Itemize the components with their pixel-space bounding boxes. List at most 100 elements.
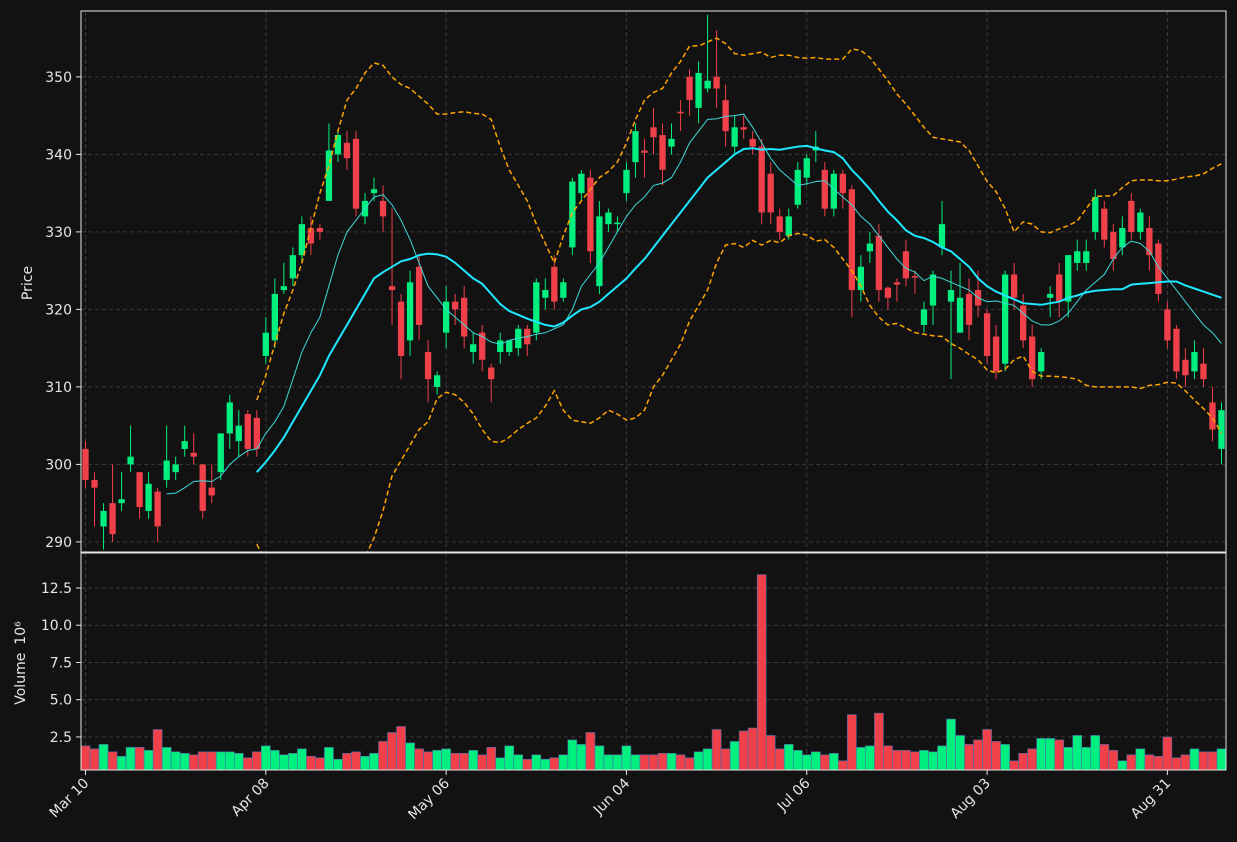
candle-body — [190, 452, 197, 457]
volume-bar — [351, 751, 361, 770]
volume-bar — [1180, 754, 1191, 770]
volume-bar — [738, 730, 749, 770]
volume-bar — [1036, 738, 1046, 770]
candle-body — [100, 510, 107, 527]
volume-bar — [829, 753, 839, 770]
candle-body — [1155, 243, 1162, 294]
volume-bar — [928, 751, 938, 770]
y-tick-label: 350 — [45, 70, 72, 86]
volume-bar — [116, 755, 127, 770]
volume-bar — [1018, 753, 1028, 770]
volume-bar — [459, 753, 469, 770]
candle-body — [461, 297, 468, 337]
candle-body — [1047, 293, 1054, 298]
volume-bar — [919, 750, 929, 770]
volume-bar — [910, 751, 920, 770]
candle-body — [902, 251, 910, 279]
volume-bar — [1072, 735, 1083, 770]
volume-bar — [98, 744, 109, 770]
volume-bar — [107, 751, 118, 770]
candle-body — [893, 282, 901, 285]
y-tick-label: 330 — [45, 225, 72, 241]
volume-bar — [315, 757, 325, 770]
volume-bar — [1216, 748, 1226, 770]
volume-bar — [89, 748, 100, 770]
candle-body — [542, 290, 549, 298]
volume-marks — [81, 574, 1226, 770]
candle-body — [388, 286, 396, 291]
volume-bar — [982, 729, 992, 770]
y-tick-label: 310 — [45, 380, 72, 396]
x-tick-label: Apr 08 — [228, 776, 272, 820]
candle-body — [983, 313, 991, 356]
candle-body — [424, 352, 432, 380]
candle-body — [1209, 402, 1216, 430]
candle-body — [370, 189, 378, 194]
y-tick-label: 340 — [45, 147, 72, 163]
candle-body — [686, 76, 693, 101]
price-panel — [81, 11, 1226, 552]
volume-bar — [450, 753, 460, 770]
candle-body — [821, 169, 828, 209]
candle-body — [830, 173, 837, 209]
candle-body — [271, 293, 278, 341]
volume-bar — [874, 712, 884, 770]
volume-bar — [756, 574, 767, 770]
volume-bar — [1144, 754, 1155, 770]
volume-bar — [405, 742, 415, 770]
volume-bar — [747, 727, 758, 770]
volume-bar — [414, 748, 424, 770]
volume-bar — [810, 751, 821, 770]
volume-bar — [251, 751, 262, 770]
candle-body — [560, 282, 567, 298]
candle-body — [794, 169, 801, 205]
volume-panel — [81, 553, 1226, 770]
overlay-line — [166, 113, 1222, 495]
volume-bar — [675, 754, 686, 770]
x-tick-label: Aug 31 — [1128, 776, 1174, 822]
volume-bar — [279, 754, 289, 770]
volume-bar — [729, 741, 740, 770]
volume-bar — [1108, 750, 1119, 770]
candle-body — [749, 138, 756, 147]
x-tick-label: Jun 04 — [590, 775, 633, 818]
volume-bar — [206, 751, 217, 770]
candle-body — [506, 340, 513, 353]
volume-bar — [1117, 760, 1128, 770]
volume-bar — [504, 745, 515, 770]
volume-bar — [702, 748, 713, 770]
volume-label: Volume — [13, 653, 29, 705]
candle-body — [848, 189, 856, 291]
candle-body — [1146, 228, 1153, 256]
volume-bar — [783, 744, 794, 770]
candle-body — [1218, 410, 1225, 449]
volume-bar — [603, 754, 614, 770]
candle-body — [614, 222, 621, 225]
candle-body — [235, 425, 242, 442]
volume-bar — [179, 753, 190, 770]
candle-body — [695, 73, 702, 108]
candle-body — [857, 266, 865, 291]
volume-scale: 10⁶ — [13, 621, 29, 645]
candle-body — [533, 282, 540, 333]
volume-bar — [342, 753, 352, 770]
volume-bar — [1207, 751, 1218, 770]
candle-body — [740, 127, 747, 130]
volume-bar — [847, 714, 857, 770]
volume-bar — [964, 744, 974, 770]
candle-body — [352, 138, 360, 209]
candle-body — [587, 177, 594, 252]
volume-bar — [801, 754, 812, 770]
volume-bar — [639, 754, 650, 770]
volume-bar — [991, 741, 1001, 770]
volume-bar — [657, 753, 668, 770]
candle-body — [1128, 200, 1135, 232]
volume-bar — [720, 748, 731, 770]
volume-bar — [81, 745, 91, 770]
candle-body — [1019, 305, 1027, 341]
volume-bar — [585, 732, 596, 770]
volume-bar — [306, 755, 316, 770]
candle-body — [1010, 274, 1018, 298]
x-tick-label: Aug 03 — [948, 776, 994, 822]
